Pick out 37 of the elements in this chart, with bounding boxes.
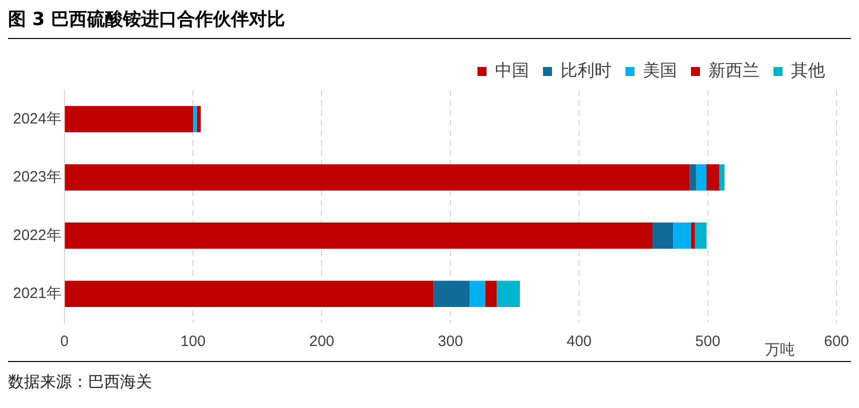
x-tick-label: 0 [60,333,69,350]
bar [434,280,470,307]
y-tick-label: 2024年 [12,110,62,128]
x-tick-label: 100 [180,333,206,350]
x-tick-label: 600 [824,333,849,350]
bar [691,222,695,249]
x-tick-label: 400 [566,333,592,350]
y-tick-label: 2023年 [12,168,62,186]
bar [690,164,696,190]
x-tick-label: 200 [309,333,334,350]
bar [719,164,725,190]
legend-label: 中国 [495,61,529,80]
bar [196,106,201,132]
bar [706,164,720,190]
x-tick-label: 500 [695,333,720,350]
bar [64,280,434,307]
x-tick-label: 300 [438,333,463,350]
legend-label: 新西兰 [708,61,760,80]
bar [696,164,707,190]
bar [496,280,520,307]
legend-label: 美国 [643,61,677,80]
y-tick-label: 2022年 [12,226,62,244]
source-note: 数据来源：巴西海关 [8,372,152,392]
legend-label: 比利时 [560,61,612,80]
bar [694,222,707,249]
bar [64,164,690,190]
bar [673,222,692,249]
chart-title: 图 3 巴西硫酸铵进口合作伙伴对比 [8,0,851,39]
bar [193,106,197,132]
bar [64,106,194,132]
bar [470,280,486,307]
y-tick-label: 2021年 [12,285,62,302]
x-axis-title: 万吨 [765,342,796,359]
bar [485,280,497,307]
bar [64,222,652,249]
legend-label: 其他 [791,61,825,80]
bar [652,222,674,249]
